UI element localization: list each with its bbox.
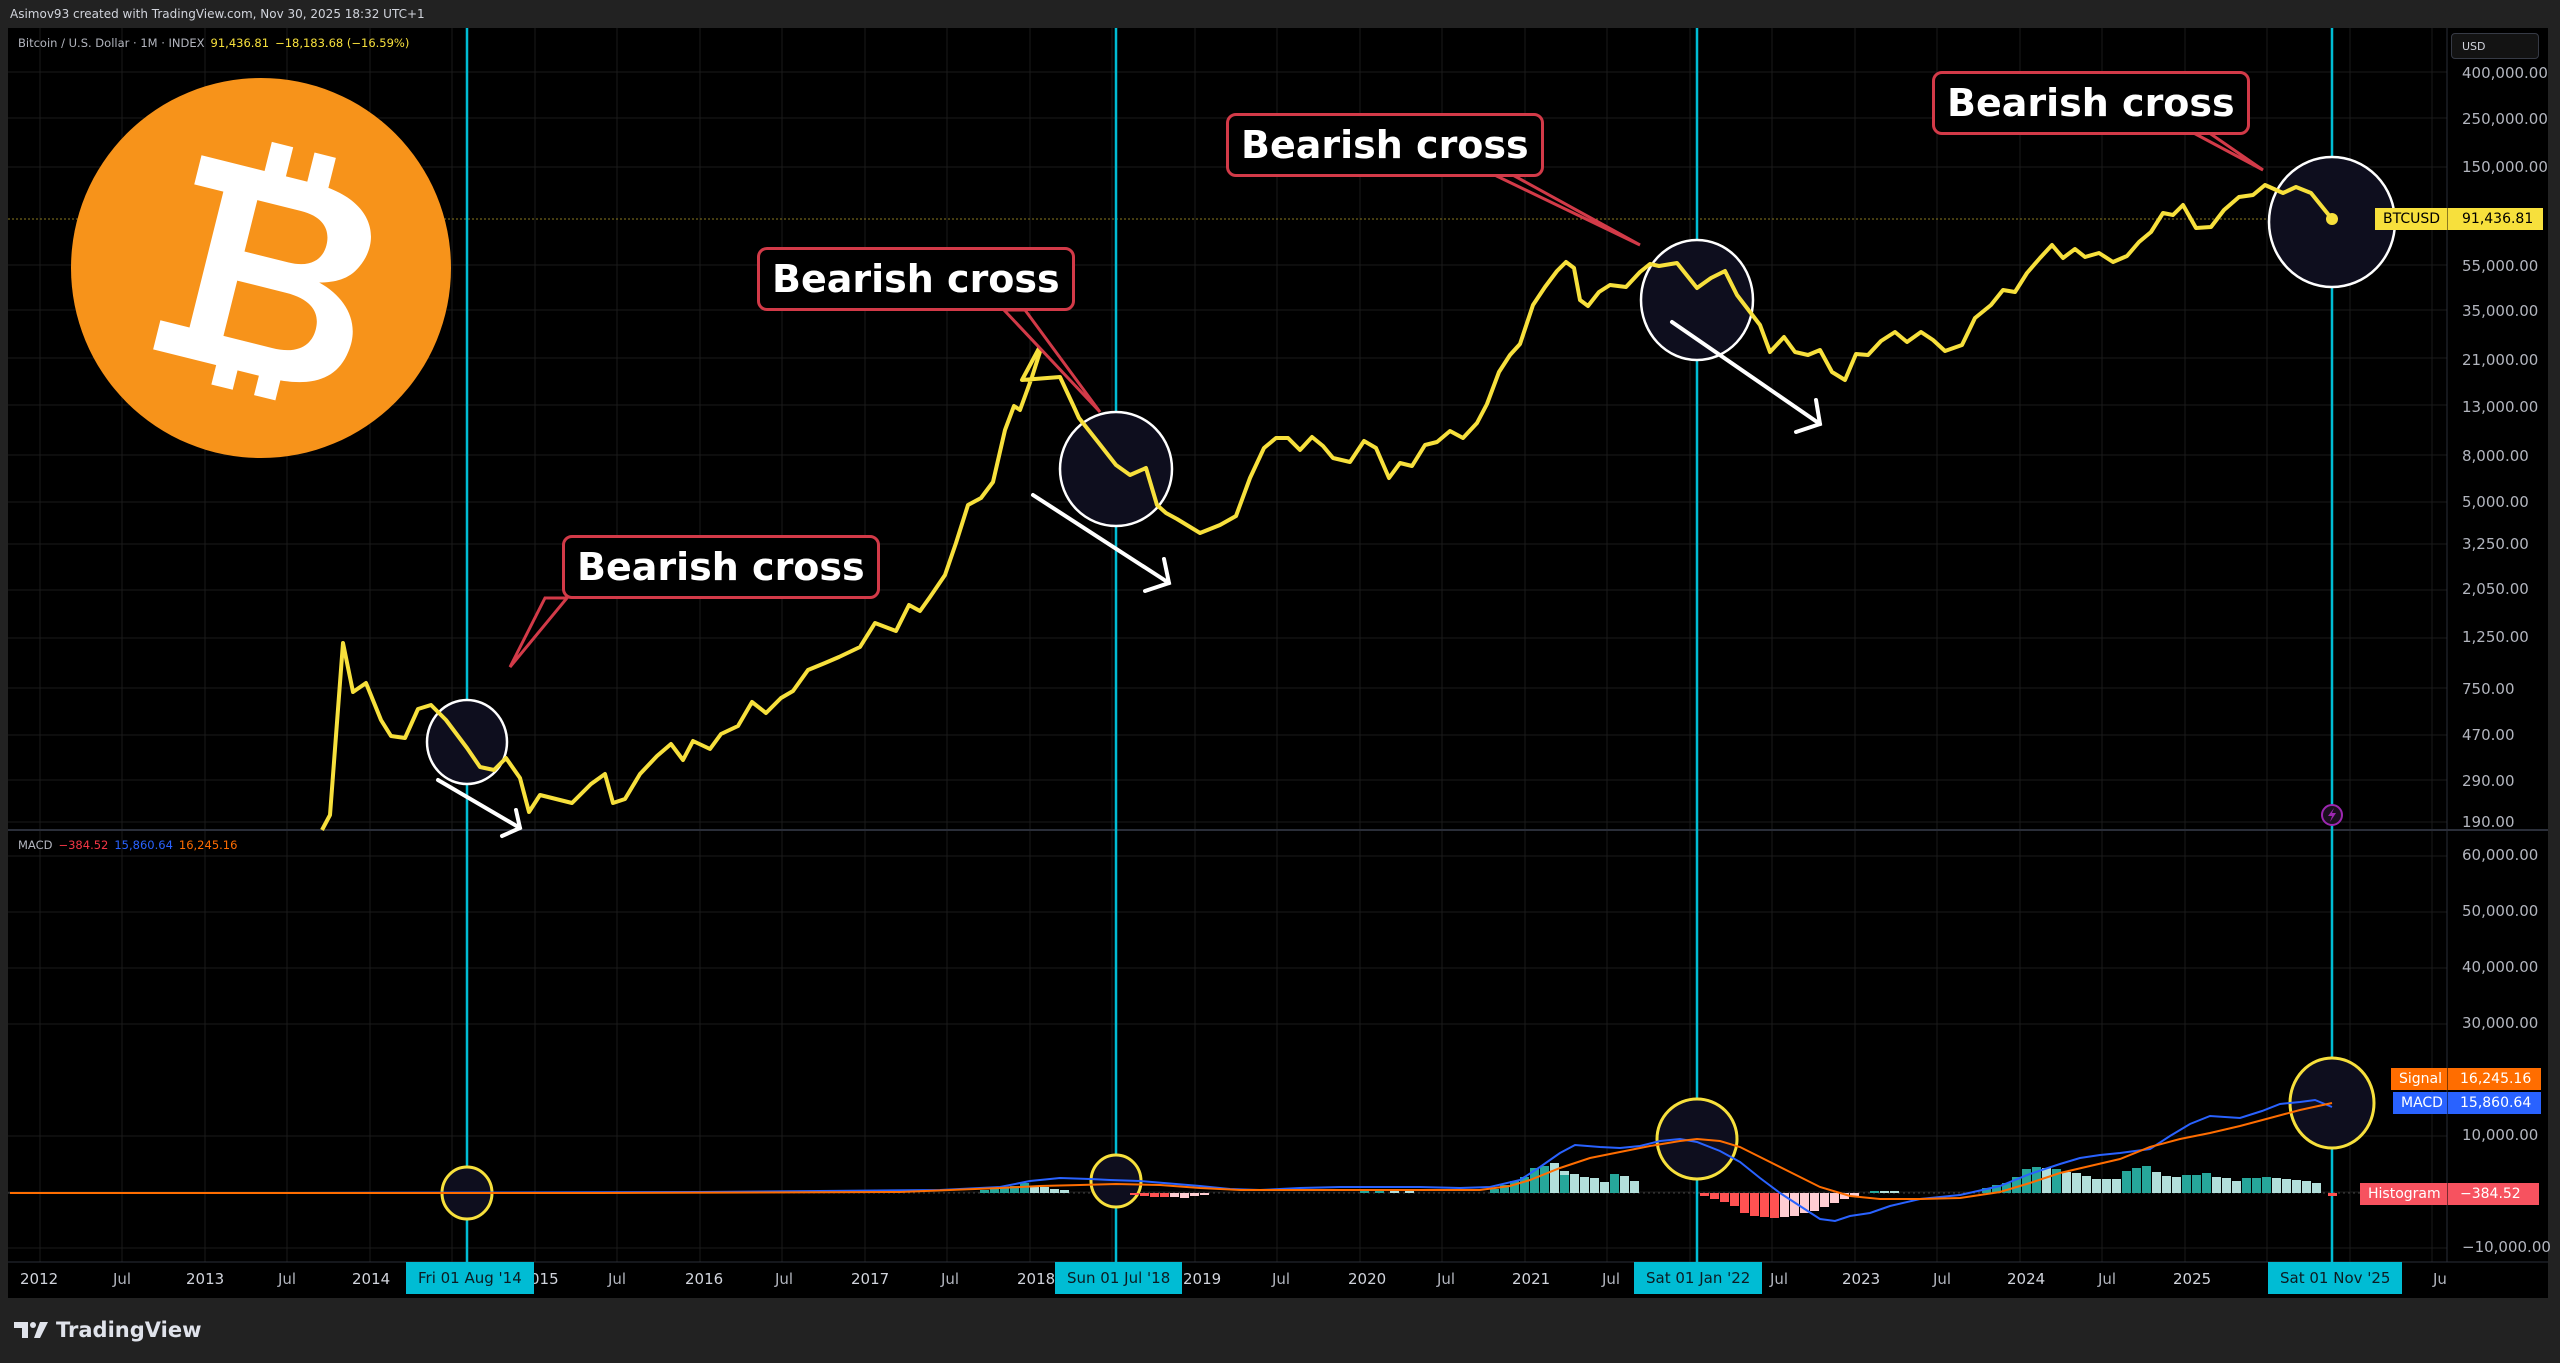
price-tick: 400,000.00 xyxy=(2462,64,2548,82)
time-tick: 2012 xyxy=(20,1270,59,1288)
last-price-dot xyxy=(2326,213,2338,225)
currency-button[interactable]: USD xyxy=(2451,33,2539,59)
macd-histogram[interactable] xyxy=(980,1163,2337,1218)
macd-tick: 60,000.00 xyxy=(2462,846,2539,864)
price-tick: 55,000.00 xyxy=(2462,257,2539,275)
symbol-legend[interactable]: Bitcoin / U.S. Dollar · 1M · INDEX 91,436… xyxy=(18,36,409,50)
attribution-text: Asimov93 created with TradingView.com, N… xyxy=(10,7,425,21)
time-tick: 015 xyxy=(530,1270,559,1288)
price-tick: 1,250.00 xyxy=(2462,628,2529,646)
time-tick: 2019 xyxy=(1183,1270,1222,1288)
macd-label-tag: MACD xyxy=(2393,1092,2451,1114)
symbol-title: Bitcoin / U.S. Dollar · 1M · INDEX xyxy=(18,36,205,50)
price-tick: 21,000.00 xyxy=(2462,351,2539,369)
tradingview-logo[interactable]: TradingView xyxy=(14,1318,201,1342)
macd-tick: 40,000.00 xyxy=(2462,958,2539,976)
event-vertical-lines[interactable] xyxy=(465,28,2334,1262)
callout-bearish-cross-2022[interactable]: Bearish cross xyxy=(1226,113,1544,177)
macd-tick: −10,000.00 xyxy=(2462,1238,2551,1256)
time-tick: 2021 xyxy=(1512,1270,1551,1288)
price-tick: 750.00 xyxy=(2462,680,2515,698)
time-tick: 2014 xyxy=(352,1270,391,1288)
btc-price-line[interactable] xyxy=(320,183,2334,831)
callout-bearish-cross-2018[interactable]: Bearish cross xyxy=(757,247,1075,311)
time-tick: Jul xyxy=(278,1270,297,1288)
symbol-change: −18,183.68 (−16.59%) xyxy=(275,36,410,50)
price-highlight-circles[interactable] xyxy=(425,155,2397,786)
btcusd-price-tag: 91,436.81 xyxy=(2447,208,2544,230)
signal-line[interactable] xyxy=(10,1102,2333,1200)
bitcoin-logo-icon xyxy=(71,78,451,458)
time-tick: Jul xyxy=(941,1270,960,1288)
time-tick: Jul xyxy=(775,1270,794,1288)
btcusd-symbol-tag: BTCUSD xyxy=(2375,208,2449,230)
attribution-bar: Asimov93 created with TradingView.com, N… xyxy=(0,0,2560,28)
time-tick: 2025 xyxy=(2173,1270,2212,1288)
macd-tick: 50,000.00 xyxy=(2462,902,2539,920)
time-tick: Ju xyxy=(2433,1270,2447,1288)
time-tick: Jul xyxy=(113,1270,132,1288)
signal-label-tag: Signal xyxy=(2391,1068,2451,1090)
macd-tick: 30,000.00 xyxy=(2462,1014,2539,1032)
time-tick: Jul xyxy=(1933,1270,1952,1288)
price-tick: 290.00 xyxy=(2462,772,2515,790)
time-tick: 2024 xyxy=(2007,1270,2046,1288)
macd-legend-macd: 15,860.64 xyxy=(114,838,173,852)
macd-legend[interactable]: MACD −384.52 15,860.64 16,245.16 xyxy=(18,838,237,852)
price-tick: 470.00 xyxy=(2462,726,2515,744)
callout-bearish-cross-2025[interactable]: Bearish cross xyxy=(1932,71,2250,135)
price-tick: 8,000.00 xyxy=(2462,447,2529,465)
lightning-marker-icon[interactable] xyxy=(2321,804,2343,826)
time-highlight-jul-2018[interactable]: Sun 01 Jul '18 xyxy=(1055,1262,1183,1294)
histogram-value-tag: −384.52 xyxy=(2447,1183,2539,1205)
macd-value-tag: 15,860.64 xyxy=(2447,1092,2542,1114)
price-tick: 3,250.00 xyxy=(2462,535,2529,553)
time-tick: 2017 xyxy=(851,1270,890,1288)
macd-tick: 10,000.00 xyxy=(2462,1126,2539,1144)
signal-value-tag: 16,245.16 xyxy=(2447,1068,2542,1090)
price-tick: 2,050.00 xyxy=(2462,580,2529,598)
time-tick: 2013 xyxy=(186,1270,225,1288)
time-tick: Jul xyxy=(2098,1270,2117,1288)
macd-line[interactable] xyxy=(10,1098,2333,1223)
time-tick: Jul xyxy=(1770,1270,1789,1288)
histogram-label-tag: Histogram xyxy=(2360,1183,2449,1205)
time-tick: 2020 xyxy=(1348,1270,1387,1288)
time-tick: Jul xyxy=(1437,1270,1456,1288)
price-tick: 250,000.00 xyxy=(2462,110,2548,128)
macd-highlight-circles[interactable] xyxy=(440,1056,2376,1221)
time-tick: Jul xyxy=(1602,1270,1621,1288)
time-highlight-aug-2014[interactable]: Fri 01 Aug '14 xyxy=(406,1262,534,1294)
tradingview-brand-text: TradingView xyxy=(56,1318,202,1342)
time-highlight-jan-2022[interactable]: Sat 01 Jan '22 xyxy=(1634,1262,1763,1294)
time-tick: Jul xyxy=(1272,1270,1291,1288)
price-tick: 5,000.00 xyxy=(2462,493,2529,511)
macd-legend-histogram: −384.52 xyxy=(58,838,109,852)
time-highlight-nov-2025[interactable]: Sat 01 Nov '25 xyxy=(2268,1262,2403,1294)
time-tick: 2018 xyxy=(1017,1270,1056,1288)
callout-bearish-cross-2014[interactable]: Bearish cross xyxy=(562,535,880,599)
grid xyxy=(8,28,2447,1262)
price-tick: 150,000.00 xyxy=(2462,158,2548,176)
tradingview-logo-icon xyxy=(14,1322,48,1338)
macd-legend-name: MACD xyxy=(18,838,53,852)
symbol-last-price: 91,436.81 xyxy=(210,36,270,50)
price-tick: 35,000.00 xyxy=(2462,302,2539,320)
down-trend-arrows xyxy=(436,320,1823,838)
macd-legend-signal: 16,245.16 xyxy=(178,838,238,852)
price-tick: 13,000.00 xyxy=(2462,398,2539,416)
price-tick: 190.00 xyxy=(2462,813,2515,831)
time-tick: 2023 xyxy=(1842,1270,1881,1288)
time-tick: Jul xyxy=(608,1270,627,1288)
time-tick: 2016 xyxy=(685,1270,724,1288)
